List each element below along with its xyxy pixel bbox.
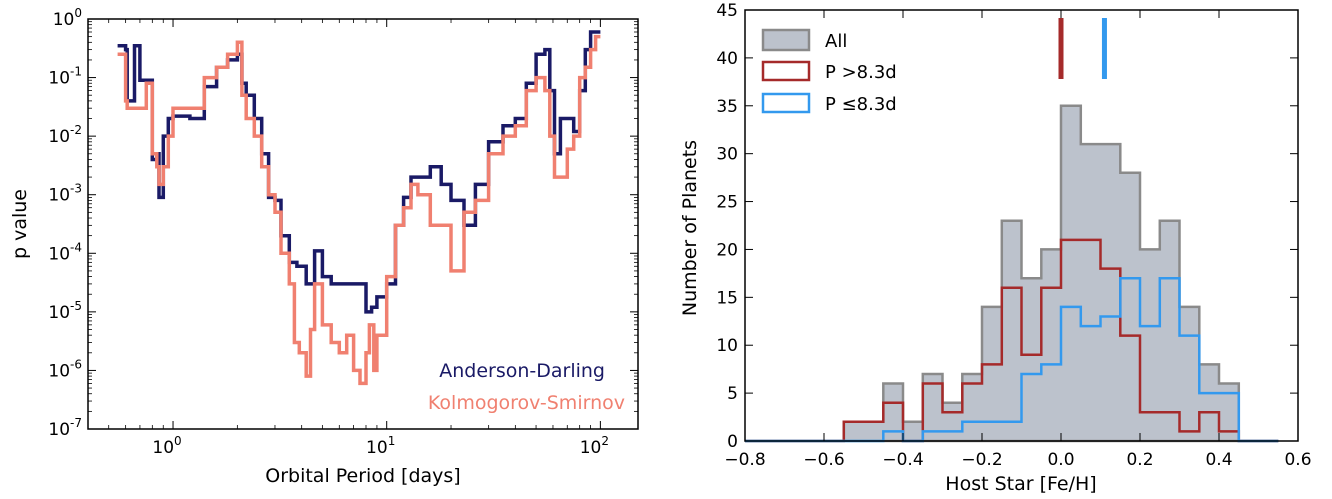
right-xtick-label: −0.2 <box>961 450 1002 470</box>
left-ytick-label: 10-2 <box>48 123 82 147</box>
right-y-axis-label: Number of Planets <box>679 140 701 316</box>
left-ticks-group: 100 10-1 10-2 10-3 10-4 10-5 10-6 10-7 100 101 102 <box>48 6 638 458</box>
right-x-axis-label: Host Star [Fe/H] <box>945 473 1096 495</box>
legend-label-short-period: P ≤8.3d <box>825 94 897 115</box>
left-y-axis-label: p value <box>9 189 31 259</box>
right-ytick-label: 30 <box>716 145 738 165</box>
left-ytick-label: 10-5 <box>48 299 82 323</box>
left-xtick-label: 102 <box>580 434 609 458</box>
right-xtick-label: −0.6 <box>803 450 844 470</box>
annotation-anderson-darling: Anderson-Darling <box>439 360 605 382</box>
right-ytick-label: 0 <box>727 432 738 452</box>
left-ytick-label: 10-3 <box>48 182 82 206</box>
right-xtick-label: 0.4 <box>1205 450 1232 470</box>
right-xtick-label: 0.6 <box>1284 450 1311 470</box>
legend: All P >8.3d P ≤8.3d <box>761 28 897 115</box>
right-ytick-label: 5 <box>727 384 738 404</box>
left-xtick-label: 100 <box>152 434 181 458</box>
right-xtick-label: 0.0 <box>1047 450 1074 470</box>
right-xtick-label: −0.4 <box>882 450 923 470</box>
legend-swatch-long-period <box>761 60 811 82</box>
legend-swatch-short-period <box>761 92 811 114</box>
right-ticks-group: 0 5 10 15 20 25 30 35 40 45 −0.8 −0.6 −0.4 −0.2 0.0 0.2… <box>716 1 1311 470</box>
legend-label-long-period: P >8.3d <box>825 62 897 83</box>
histogram-step-1 <box>745 238 1279 443</box>
right-ytick-label: 15 <box>716 288 738 308</box>
left-axes-frame <box>87 18 639 430</box>
legend-label-all: All <box>825 31 847 52</box>
right-ytick-label: 25 <box>716 193 738 213</box>
right-ytick-label: 40 <box>716 49 738 69</box>
right-ytick-label: 45 <box>716 1 738 21</box>
left-panel: 100 10-1 10-2 10-3 10-4 10-5 10-6 10-7 100 101 102… <box>9 6 639 487</box>
left-ytick-label: 100 <box>53 6 82 30</box>
legend-swatch-all <box>761 28 811 52</box>
right-ytick-label: 35 <box>716 97 738 117</box>
right-ytick-label: 20 <box>716 240 738 260</box>
right-panel: 0 5 10 15 20 25 30 35 40 45 −0.8 −0.6 −0.4 −0.2 0.0 0.2… <box>679 1 1312 495</box>
left-xtick-label: 101 <box>366 434 395 458</box>
left-ytick-label: 10-1 <box>48 65 82 89</box>
annotation-kolmogorov-smirnov: Kolmogorov-Smirnov <box>428 392 625 414</box>
left-ytick-label: 10-7 <box>48 416 82 440</box>
left-x-axis-label: Orbital Period [days] <box>265 465 460 487</box>
left-series-group <box>117 30 601 386</box>
left-ytick-label: 10-6 <box>48 357 82 381</box>
right-ytick-label: 10 <box>716 336 738 356</box>
right-marker-group <box>1058 18 1107 79</box>
series-line-1 <box>117 34 601 386</box>
right-xtick-label: −0.8 <box>724 450 765 470</box>
right-axes-frame <box>744 9 1299 442</box>
right-xtick-label: 0.2 <box>1126 450 1153 470</box>
left-ytick-label: 10-4 <box>48 240 82 264</box>
